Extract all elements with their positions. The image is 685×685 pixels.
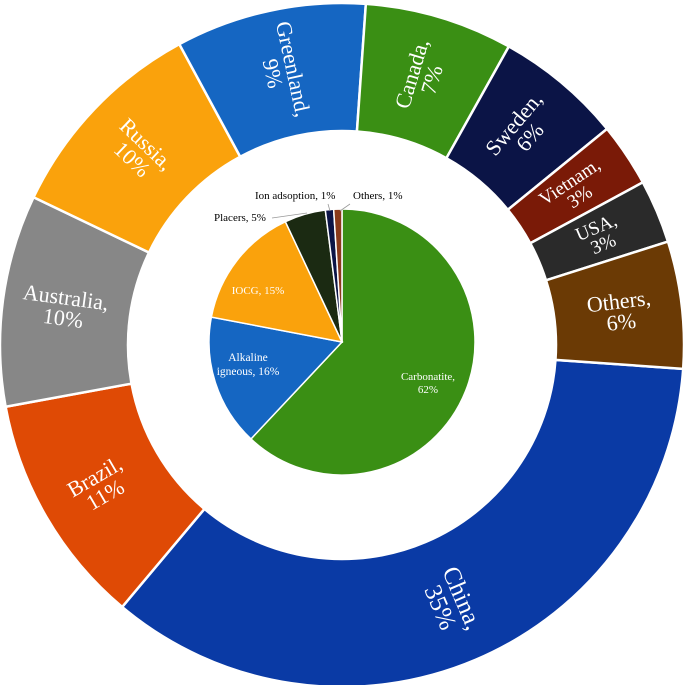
outer-slice-china: [120, 358, 685, 685]
inner-slice-alkaline-igneous: [208, 316, 344, 441]
inner-label-ion-adsoption: Ion adsoption, 1%: [255, 190, 335, 202]
inner-slice-iocg: [210, 220, 344, 344]
inner-label-placers: Placers, 5%: [214, 212, 266, 224]
leader-line-ion-adsoption: [327, 203, 331, 212]
inner-label-iocg: IOCG, 15%: [232, 285, 285, 297]
inner-labels: Carbonatite, 62% Alkaline igneous, 16% IOCG,…: [214, 190, 455, 396]
inner-pie: [208, 208, 476, 476]
inner-label-carbonatite: Carbonatite, 62%: [401, 371, 455, 396]
inner-label-alkaline-igneous: Alkaline igneous, 16%: [217, 352, 280, 378]
leader-line-others: [339, 203, 351, 212]
inner-label-others: Others, 1%: [353, 190, 403, 202]
outer-label-australia: Australia,10%: [19, 279, 110, 336]
inner-leader-lines: [271, 203, 351, 219]
outer-slice-others: [544, 240, 685, 371]
leader-line-placers: [271, 212, 308, 219]
inner-slice-others: [332, 208, 343, 343]
inner-slice-carbonatite: [249, 208, 476, 476]
